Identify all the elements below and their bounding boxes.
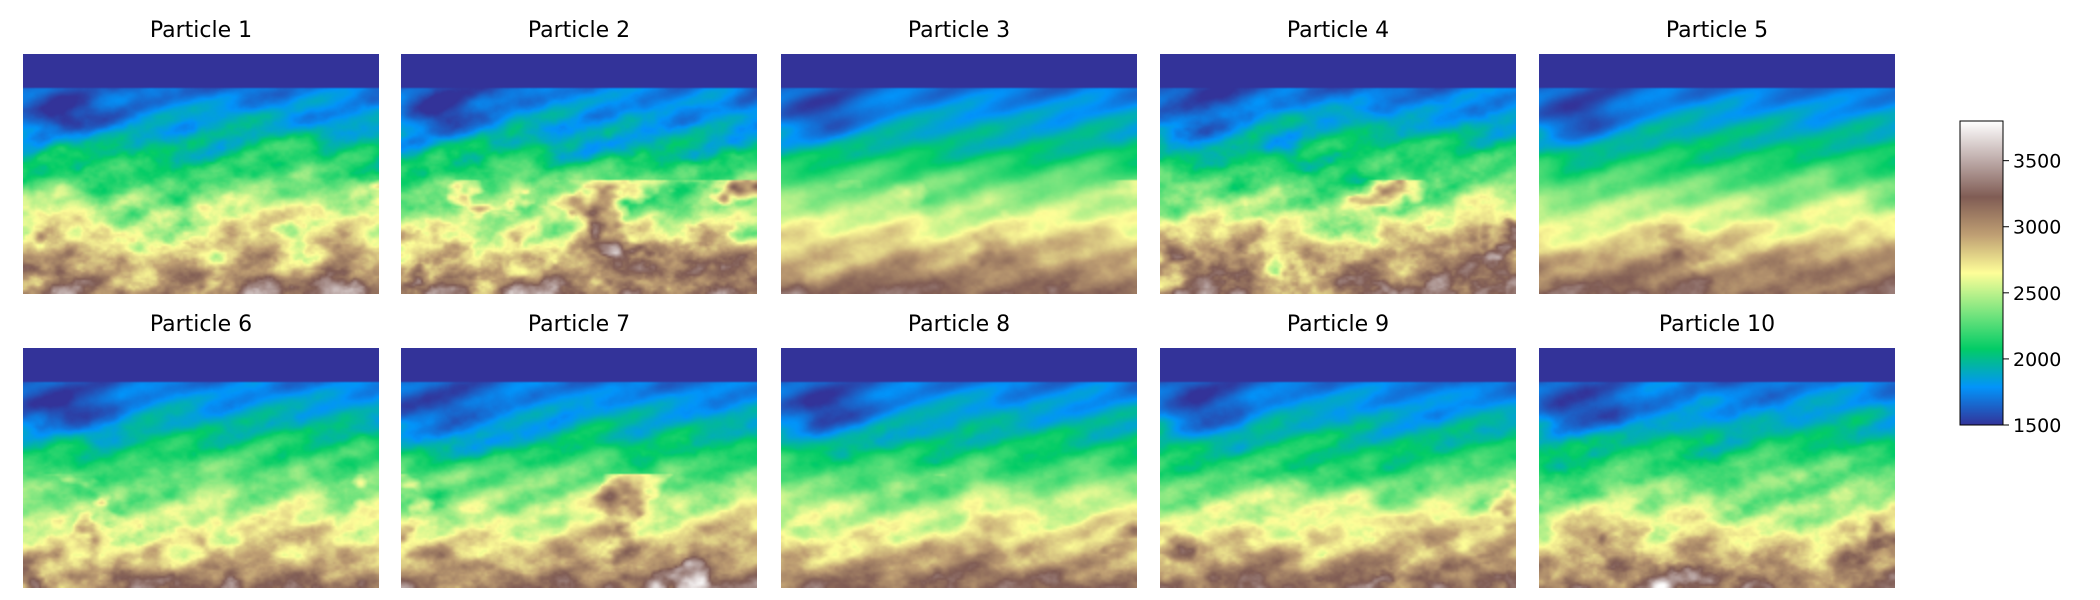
panel-9: Particle 9 (1160, 312, 1516, 588)
heatmap-image (1160, 348, 1516, 588)
panel-1: Particle 1 (23, 18, 379, 294)
panel-8: Particle 8 (781, 312, 1137, 588)
panel-title: Particle 9 (1287, 312, 1389, 337)
colorbar-tick-label: 2500 (2013, 283, 2061, 305)
panel-title: Particle 6 (150, 312, 252, 337)
panel-title: Particle 2 (528, 18, 630, 43)
heatmap-image (401, 348, 757, 588)
heatmap-image (23, 54, 379, 294)
panel-6: Particle 6 (23, 312, 379, 588)
panel-title: Particle 3 (908, 18, 1010, 43)
heatmap-image (401, 54, 757, 294)
heatmap-image (781, 54, 1137, 294)
panel-title: Particle 10 (1659, 312, 1775, 337)
colorbar-ticks: 1500 2000 2500 3000 3500 (2003, 151, 2061, 437)
panel-5: Particle 5 (1539, 18, 1895, 294)
heatmap-image (23, 348, 379, 588)
colorbar: 1500 2000 2500 3000 3500 (1959, 120, 2061, 437)
panel-title: Particle 8 (908, 312, 1010, 337)
colorbar-tick-label: 3500 (2013, 151, 2061, 173)
panel-title: Particle 5 (1666, 18, 1768, 43)
heatmap-image (1160, 54, 1516, 294)
heatmap-image (1539, 348, 1895, 588)
panel-title: Particle 4 (1287, 18, 1389, 43)
colorbar-tick-label: 3000 (2013, 217, 2061, 239)
panel-title: Particle 1 (150, 18, 252, 43)
colorbar-tick-label: 1500 (2013, 415, 2061, 437)
colorbar-gradient (1959, 120, 2004, 426)
colorbar-tick-label: 2000 (2013, 349, 2061, 371)
panel-10: Particle 10 (1539, 312, 1895, 588)
heatmap-image (781, 348, 1137, 588)
heatmap-image (1539, 54, 1895, 294)
panel-7: Particle 7 (401, 312, 757, 588)
panel-title: Particle 7 (528, 312, 630, 337)
panel-4: Particle 4 (1160, 18, 1516, 294)
panels-grid: Particle 1 Particle 2 Particle 3 Particle 4… (23, 18, 1895, 588)
panel-2: Particle 2 (401, 18, 757, 294)
panel-3: Particle 3 (781, 18, 1137, 294)
